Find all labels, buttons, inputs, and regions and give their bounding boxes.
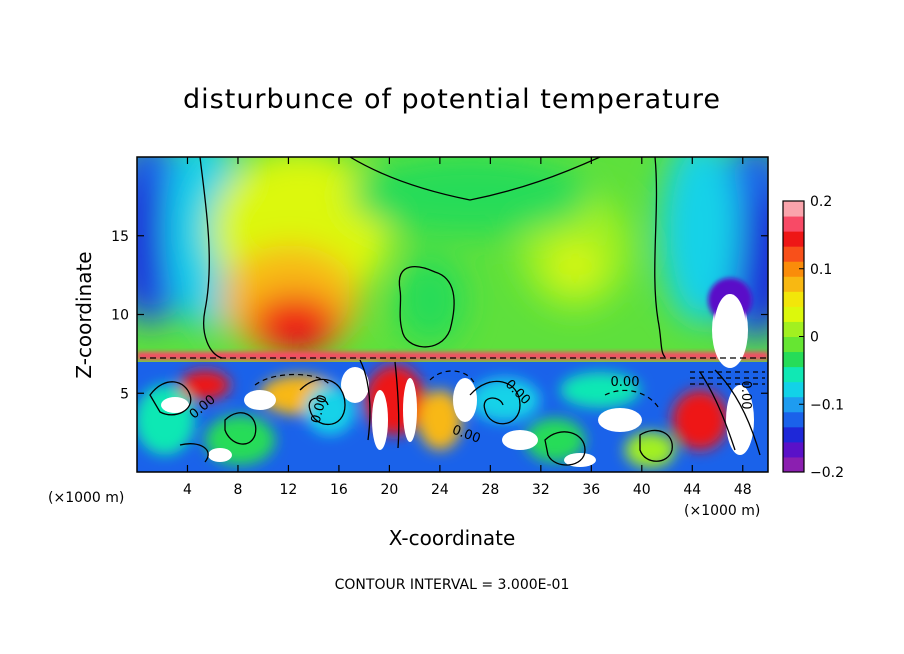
contour-lines xyxy=(140,157,766,466)
colorbar-segment-8 xyxy=(783,336,804,353)
x-tick-label-11: 48 xyxy=(734,482,752,498)
colorbar-tick-label-3: −0.1 xyxy=(810,397,844,413)
x-axis: 4 8 12 16 20 24 28 32 36 40 44 48 xyxy=(183,157,752,498)
colorbar-segment-11 xyxy=(783,291,804,307)
y-tick-label-1: 10 xyxy=(111,308,129,324)
x-tick-label-6: 28 xyxy=(481,482,499,498)
x-tick-label-1: 8 xyxy=(233,482,242,498)
x-tick-label-3: 16 xyxy=(330,482,348,498)
colorbar: 0.2 0.1 0 −0.1 −0.2 xyxy=(782,194,844,481)
colorbar-segment-0 xyxy=(783,456,804,473)
contour-label-5: 0.00 xyxy=(738,381,753,410)
x-tick-label-5: 24 xyxy=(431,482,449,498)
colorbar-segment-17 xyxy=(783,201,804,217)
colorbar-segment-5 xyxy=(783,381,804,398)
chart-title: disturbunce of potential temperature xyxy=(183,84,721,115)
colorbar-segment-2 xyxy=(783,426,804,443)
contour-lines-negative xyxy=(254,370,765,411)
colorbar-tick-label-4: −0.2 xyxy=(810,465,844,481)
contour-interval-note: CONTOUR INTERVAL = 3.000E-01 xyxy=(334,577,570,593)
colorbar-segment-12 xyxy=(783,276,804,292)
y-tick-label-0: 5 xyxy=(120,386,129,402)
colorbar-segment-4 xyxy=(783,396,804,413)
contour-label-1: 0.00 xyxy=(309,393,331,425)
x-unit-left: (×1000 m) xyxy=(48,490,125,506)
y-axis-label: Z-coordinate xyxy=(72,251,96,379)
colorbar-segment-16 xyxy=(783,216,804,232)
contour-label-4: 0.00 xyxy=(611,375,640,390)
colorbar-segment-3 xyxy=(783,411,804,428)
colorbar-segment-6 xyxy=(783,366,804,383)
x-tick-label-0: 4 xyxy=(183,482,192,498)
x-unit-right: (×1000 m) xyxy=(684,503,761,519)
y-tick-label-2: 15 xyxy=(111,229,129,245)
y-axis: 5 10 15 xyxy=(111,229,768,402)
colorbar-segment-15 xyxy=(783,231,804,247)
x-tick-label-2: 12 xyxy=(280,482,298,498)
x-tick-label-4: 20 xyxy=(380,482,398,498)
x-tick-label-9: 40 xyxy=(633,482,651,498)
colorbar-segment-7 xyxy=(783,351,804,368)
heatmap-field xyxy=(137,157,768,472)
x-tick-label-7: 32 xyxy=(532,482,550,498)
colorbar-tick-label-2: 0 xyxy=(810,330,819,346)
colorbar-tick-label-1: 0.1 xyxy=(810,262,832,278)
colorbar-segment-10 xyxy=(783,306,804,322)
colorbar-segment-14 xyxy=(783,246,804,262)
colorbar-segment-9 xyxy=(783,321,804,337)
x-tick-label-10: 44 xyxy=(683,482,701,498)
colorbar-segment-1 xyxy=(783,441,804,458)
colorbar-segment-13 xyxy=(783,261,804,277)
x-tick-label-8: 36 xyxy=(582,482,600,498)
colorbar-tick-label-0: 0.2 xyxy=(810,194,832,210)
x-axis-label: X-coordinate xyxy=(388,526,516,550)
